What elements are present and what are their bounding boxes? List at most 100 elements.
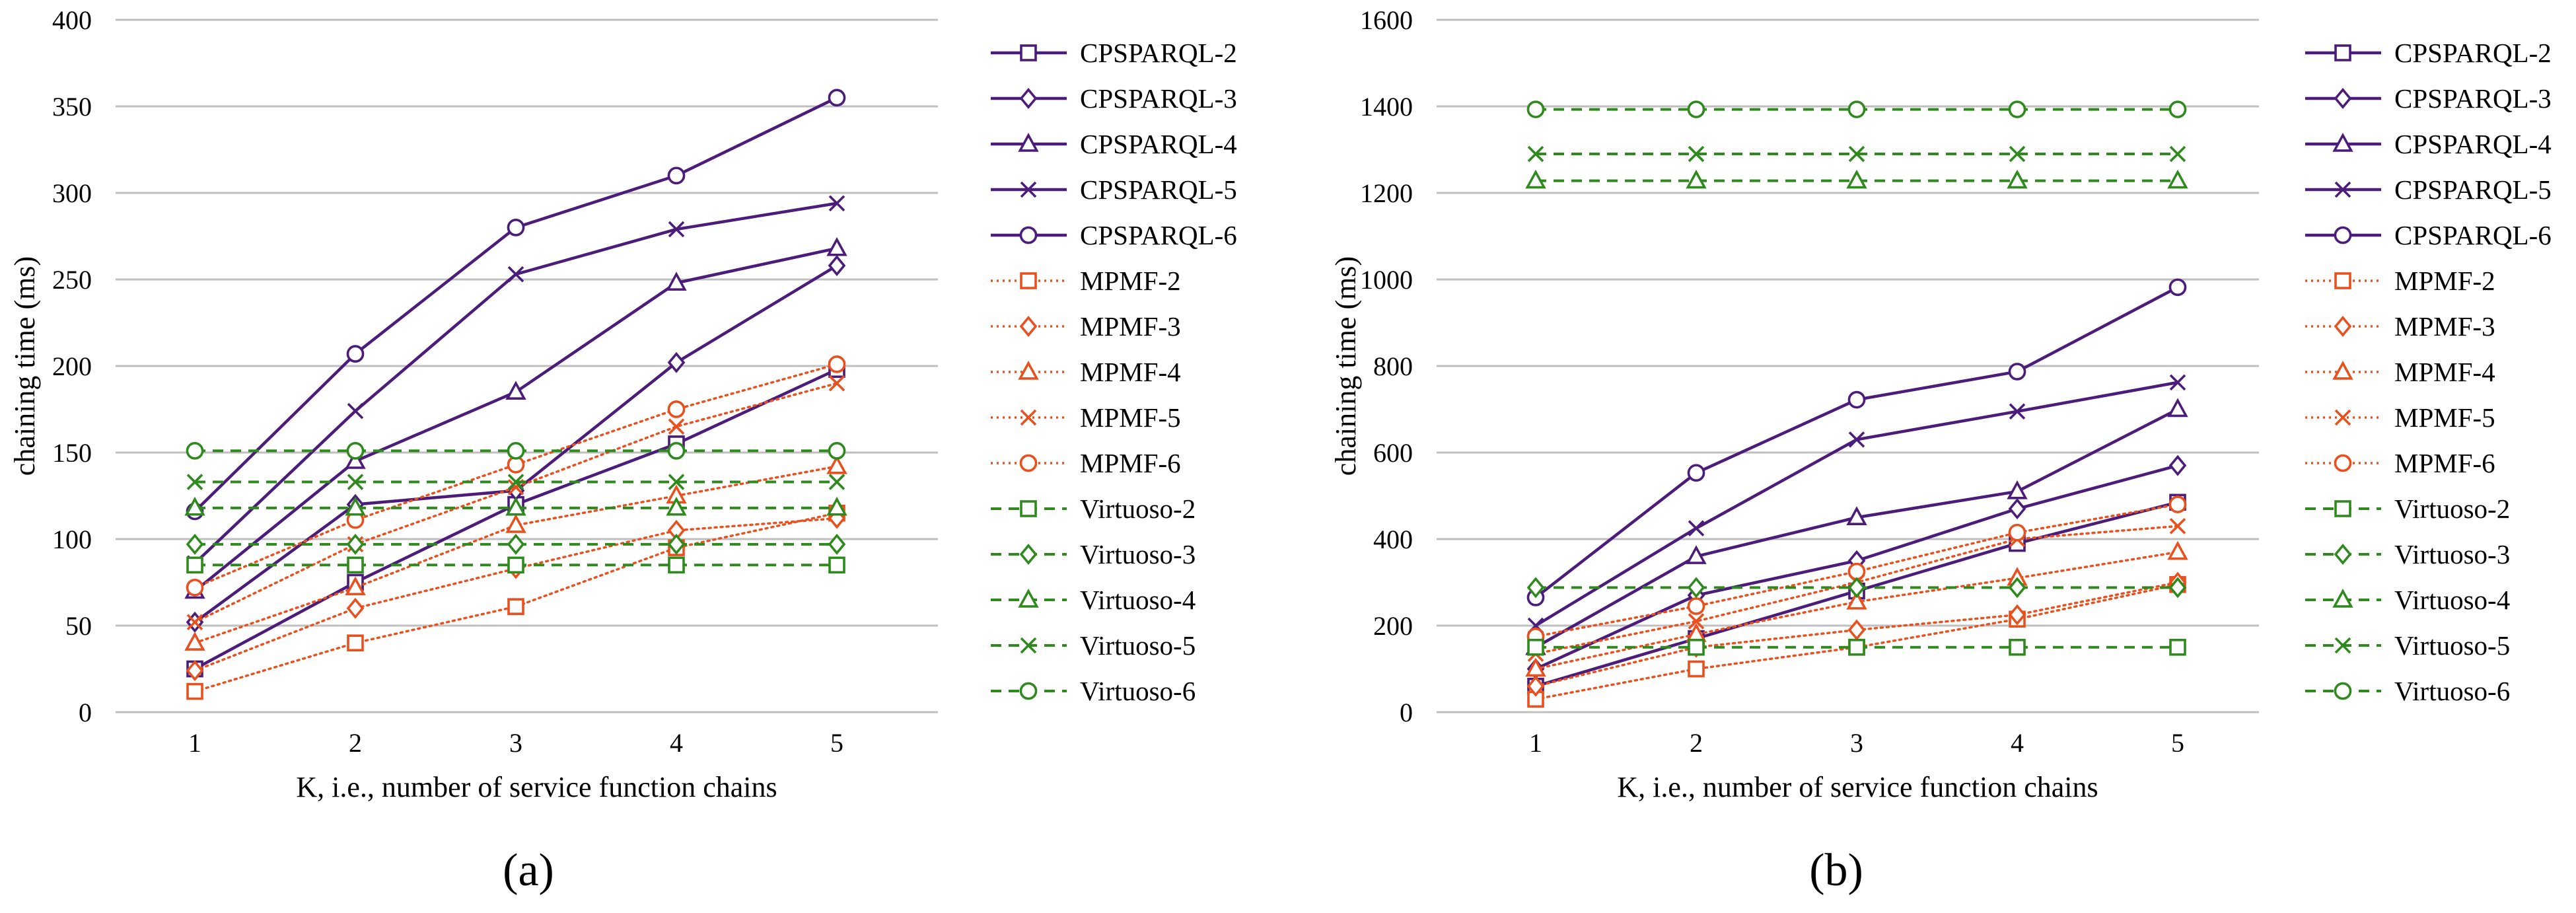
data-point: [507, 219, 525, 237]
data-point: [828, 474, 845, 490]
data-point: [2008, 498, 2026, 520]
legend-label: CPSPARQL-4: [1080, 129, 1237, 159]
data-point: [828, 89, 846, 107]
data-point: [828, 556, 845, 574]
data-point: [186, 533, 204, 555]
legend-label: Virtuoso-4: [1080, 585, 1196, 615]
data-point: [2008, 604, 2026, 626]
series-virtuoso-4: [184, 496, 847, 516]
data-point: [666, 272, 687, 291]
data-point: [507, 598, 524, 615]
legend-label: CPSPARQL-2: [1080, 38, 1237, 68]
data-point: [667, 400, 686, 418]
legend-entry: CPSPARQL-5: [991, 174, 1237, 205]
legend-entry: Virtuoso-5: [991, 630, 1196, 661]
data-point: [1526, 675, 1545, 697]
data-point: [1848, 431, 1865, 448]
legend-label: MPMF-3: [1080, 311, 1181, 342]
series-virtuoso-5: [1527, 145, 2186, 163]
legend-marker: [2334, 87, 2352, 110]
x-tick-label: 1: [188, 728, 201, 758]
legend-marker: [1020, 500, 1037, 517]
legend-entry: MPMF-4: [991, 357, 1181, 387]
data-point: [347, 402, 364, 420]
data-point: [507, 533, 525, 555]
legend-label: Virtuoso-4: [2394, 585, 2510, 615]
legend-marker: [1020, 181, 1037, 198]
data-point: [668, 556, 685, 574]
legend-entry: Virtuoso-4: [991, 585, 1196, 615]
y-axis-label: chaining time (ms): [1330, 256, 1362, 476]
data-point: [828, 442, 846, 460]
data-point: [667, 351, 686, 373]
legend-label: Virtuoso-2: [1080, 493, 1196, 524]
data-point: [1687, 597, 1705, 615]
data-point: [345, 576, 366, 596]
data-point: [2009, 145, 2026, 163]
data-point: [505, 381, 526, 400]
legend-label: CPSPARQL-2: [2394, 38, 2552, 68]
data-point: [2167, 169, 2188, 189]
y-tick-label: 400: [52, 5, 92, 35]
legend-entry: MPMF-3: [2305, 311, 2495, 342]
data-point: [2169, 145, 2186, 163]
data-point: [1526, 100, 1545, 118]
data-point: [668, 418, 685, 435]
legend-entry: MPMF-5: [991, 402, 1181, 433]
legend-label: MPMF-6: [2394, 448, 2495, 478]
data-point: [2009, 638, 2026, 656]
data-point: [2009, 403, 2026, 420]
data-point: [507, 556, 524, 574]
legend-label: Virtuoso-3: [2394, 539, 2510, 569]
y-tick-label: 800: [1373, 351, 1413, 381]
y-tick-label: 300: [52, 178, 92, 208]
data-point: [507, 266, 524, 283]
data-point: [2007, 480, 2028, 499]
legend-entry: MPMF-5: [2305, 402, 2495, 433]
data-point: [346, 442, 365, 460]
data-point: [2167, 540, 2188, 560]
series-line: [1534, 583, 2179, 701]
series-virtuoso-2: [186, 556, 845, 574]
data-point: [184, 496, 205, 516]
y-tick-label: 0: [1400, 698, 1413, 727]
x-tick-label: 3: [509, 728, 522, 758]
data-point: [346, 597, 365, 619]
legend-marker: [1020, 44, 1037, 61]
legend-entry: MPMF-2: [2305, 266, 2495, 296]
y-tick-label: 1400: [1360, 92, 1413, 122]
data-point: [186, 556, 203, 574]
legend-marker: [2334, 682, 2352, 700]
legend-label: CPSPARQL-5: [2394, 174, 2552, 205]
legend-marker: [2334, 637, 2351, 654]
data-point: [1848, 145, 1865, 163]
data-point: [2007, 169, 2028, 189]
data-point: [2169, 374, 2186, 391]
data-point: [828, 255, 846, 277]
data-point: [345, 450, 366, 469]
data-point: [1688, 660, 1705, 678]
data-point: [1526, 577, 1545, 599]
x-tick-label: 5: [830, 728, 843, 758]
series-cpsparql-4: [184, 237, 847, 599]
data-point: [2169, 518, 2186, 534]
legend-label: MPMF-5: [2394, 402, 2495, 433]
legend-entry: CPSPARQL-2: [991, 38, 1237, 68]
data-point: [2168, 455, 2187, 476]
legend-entry: MPMF-6: [2305, 448, 2495, 478]
legend-entry: CPSPARQL-6: [2305, 220, 2552, 250]
legend-label: CPSPARQL-5: [1080, 174, 1237, 205]
legend-marker: [1019, 226, 1038, 244]
legend-entry: CPSPARQL-4: [991, 129, 1237, 159]
chart-panel-b: 0 200 400 600 800 1000 1200 1400 1600 1 2 3 4 5 K, i.e…: [1330, 5, 2552, 896]
series-virtuoso-6: [186, 442, 846, 460]
data-point: [2168, 100, 2187, 118]
x-tick-label: 2: [349, 728, 362, 758]
legend-marker: [1018, 133, 1039, 152]
legend-marker: [2334, 315, 2352, 338]
data-point: [347, 474, 364, 490]
x-tick-label: 3: [1850, 728, 1863, 758]
data-point: [186, 442, 204, 460]
x-tick-label: 2: [1690, 728, 1703, 758]
series-mpmf-6: [1526, 495, 2187, 645]
